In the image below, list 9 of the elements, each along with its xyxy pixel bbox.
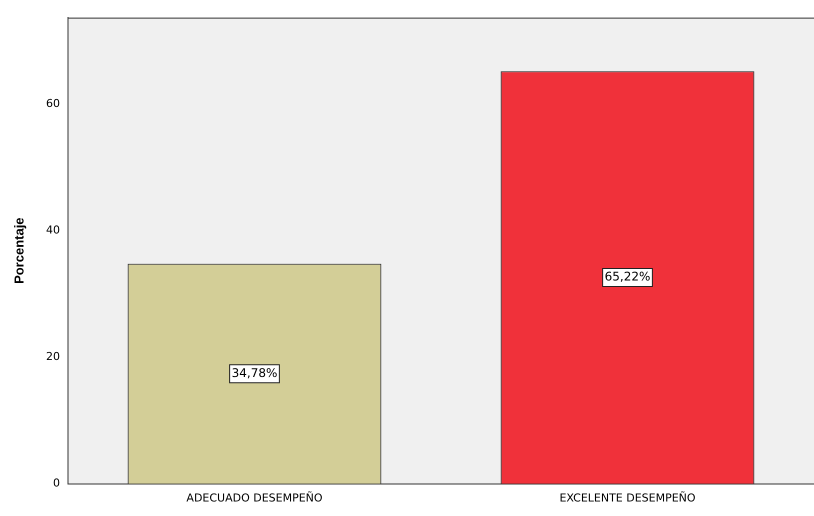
y-axis-title: Porcentaje [11,217,26,284]
y-tick-label: 40 [46,224,60,237]
y-tick-label: 20 [46,350,60,364]
y-tick-label: 0 [53,476,60,490]
x-tick-label: ADECUADO DESEMPEÑO [186,490,323,504]
data-label: 34,78% [232,366,278,380]
data-label: 65,22% [604,270,650,284]
x-tick-label: EXCELENTE DESEMPEÑO [559,490,696,504]
y-tick-label: 60 [46,97,60,110]
